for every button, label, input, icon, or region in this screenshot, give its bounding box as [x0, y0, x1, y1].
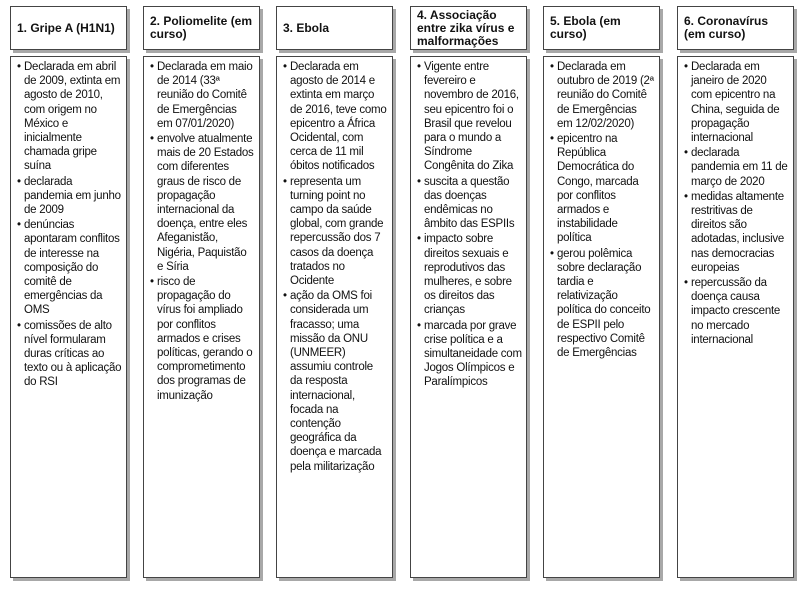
event-bullet: Declarada em outubro de 2019 (2ª reunião…: [550, 60, 655, 131]
event-title: 2. Poliomelite (em curso): [150, 14, 253, 41]
event-header: 2. Poliomelite (em curso): [143, 6, 260, 50]
event-title: 3. Ebola: [283, 20, 330, 35]
event-bullet: denúncias apontaram conflitos de interes…: [17, 218, 122, 317]
event-details: Declarada em outubro de 2019 (2ª reunião…: [543, 56, 660, 578]
event-bullet: Declarada em maio de 2014 (33ª reunião d…: [150, 60, 255, 131]
event-bullet: gerou polêmica sobre declaração tardia e…: [550, 247, 655, 361]
event-bullet: risco de propagação do vírus foi ampliad…: [150, 275, 255, 403]
event-title: 5. Ebola (em curso): [550, 14, 621, 41]
event-title: 4. Associação entre zika vírus e malform…: [417, 7, 515, 48]
event-bullet: Declarada em janeiro de 2020 com epicent…: [684, 60, 789, 145]
event-title: 1. Gripe A (H1N1): [17, 20, 115, 35]
event-bullet: Declarada em agosto de 2014 e extinta em…: [283, 60, 388, 174]
event-details: Declarada em janeiro de 2020 com epicent…: [677, 56, 794, 578]
event-bullet: repercussão da doença causa impacto cres…: [684, 276, 789, 347]
event-bullet: Vigente entre fevereiro e novembro de 20…: [417, 60, 522, 174]
event-title: 6. Coronavírus (em curso): [684, 14, 769, 41]
event-header: 1. Gripe A (H1N1): [10, 6, 127, 50]
event-bullet: suscita a questão das doenças endêmicas …: [417, 175, 522, 232]
event-header: 4. Associação entre zika vírus e malform…: [410, 6, 527, 50]
event-header: 5. Ebola (em curso): [543, 6, 660, 50]
event-bullet: impacto sobre direitos sexuais e reprodu…: [417, 232, 522, 317]
event-details: Declarada em maio de 2014 (33ª reunião d…: [143, 56, 260, 578]
event-bullet: epicentro na República Democrática do Co…: [550, 132, 655, 246]
event-bullet: declarada pandemia em 11 de março de 202…: [684, 146, 789, 189]
event-bullet: declarada pandemia em junho de 2009: [17, 175, 122, 218]
event-bullet: Declarada em abril de 2009, extinta em a…: [17, 60, 122, 174]
event-bullet: envolve atualmente mais de 20 Estados co…: [150, 132, 255, 274]
event-bullet: ação da OMS foi considerada um fracasso;…: [283, 289, 388, 474]
event-bullet: representa um turning point no campo da …: [283, 175, 388, 289]
event-details: Declarada em abril de 2009, extinta em a…: [10, 56, 127, 578]
event-header: 3. Ebola: [276, 6, 393, 50]
event-bullet: marcada por grave crise política e a sim…: [417, 319, 522, 390]
event-details: Declarada em agosto de 2014 e extinta em…: [276, 56, 393, 578]
event-details: Vigente entre fevereiro e novembro de 20…: [410, 56, 527, 578]
event-bullet: medidas altamente restritivas de direito…: [684, 190, 789, 275]
event-bullet: comissões de alto nível formularam duras…: [17, 319, 122, 390]
event-header: 6. Coronavírus (em curso): [677, 6, 794, 50]
